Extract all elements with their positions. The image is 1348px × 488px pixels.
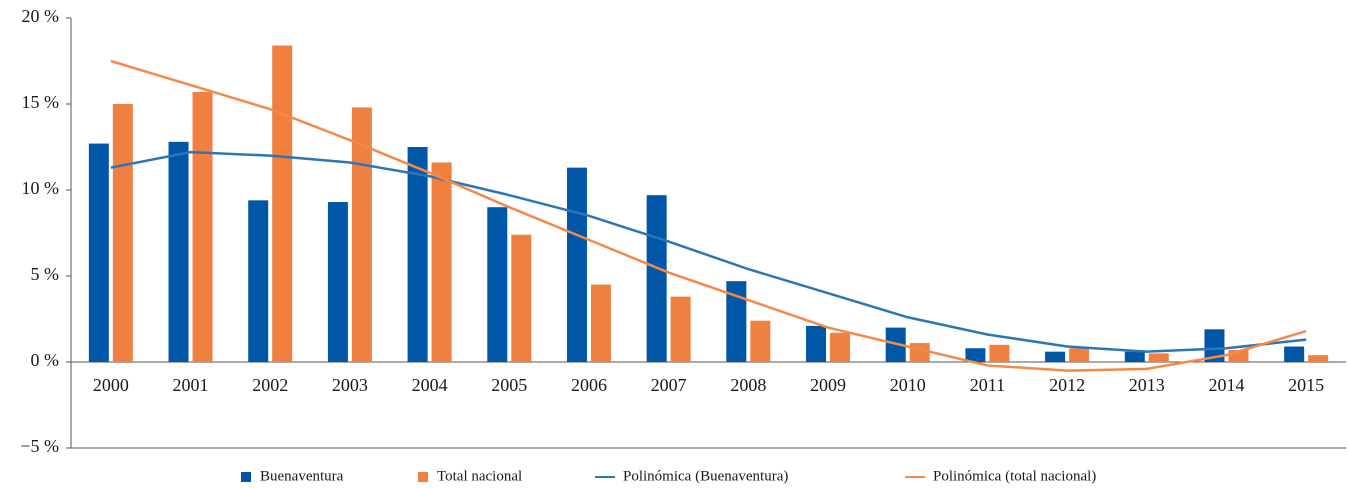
bar <box>726 281 747 362</box>
x-tick-label: 2000 <box>93 375 129 395</box>
x-tick-label: 2011 <box>970 375 1005 395</box>
bar <box>112 104 133 362</box>
bar <box>407 147 428 362</box>
x-tick-label: 2008 <box>730 375 766 395</box>
x-tick-label: 2012 <box>1049 375 1085 395</box>
trend-line <box>110 59 1307 372</box>
x-tick-label: 2001 <box>173 375 209 395</box>
bar <box>511 234 532 362</box>
bar <box>1148 353 1169 362</box>
bar <box>1045 351 1066 362</box>
y-tick-label: 10 % <box>22 178 60 198</box>
x-tick-label: 2015 <box>1288 375 1324 395</box>
bar <box>351 107 372 362</box>
bar <box>88 143 109 362</box>
bar <box>327 202 348 362</box>
x-tick-label: 2002 <box>252 375 288 395</box>
legend-label: Polinómica (total nacional) <box>933 468 1096 484</box>
bar <box>830 332 851 362</box>
x-tick-label: 2009 <box>810 375 846 395</box>
bar <box>1069 348 1090 362</box>
y-tick-label: 0 % <box>31 350 60 370</box>
x-tick-label: 2004 <box>412 375 448 395</box>
trend-line <box>110 150 1307 353</box>
x-tick-label: 2010 <box>890 375 926 395</box>
y-tick-label: 20 % <box>22 6 60 26</box>
bar <box>909 343 930 362</box>
bar <box>646 195 667 362</box>
legend-swatch <box>241 472 251 482</box>
bar <box>670 296 691 362</box>
bar <box>590 284 611 362</box>
x-tick-label: 2005 <box>491 375 527 395</box>
bar <box>1284 346 1305 362</box>
legend-label: Polinómica (Buenaventura) <box>623 468 788 484</box>
y-tick-label: −5 % <box>20 436 59 456</box>
legend-label: Buenaventura <box>260 468 344 484</box>
y-tick-label: 5 % <box>31 264 60 284</box>
bar <box>248 200 269 362</box>
bar <box>989 344 1010 362</box>
legend-label: Total nacional <box>437 468 522 484</box>
bar <box>750 320 771 362</box>
bar <box>487 207 508 362</box>
bar <box>1308 355 1329 362</box>
bar <box>192 91 213 363</box>
bar <box>431 162 452 362</box>
bar <box>806 325 827 362</box>
x-tick-label: 2014 <box>1208 375 1244 395</box>
bar <box>965 348 986 362</box>
bar <box>1204 329 1225 362</box>
x-tick-label: 2006 <box>571 375 607 395</box>
x-tick-label: 2013 <box>1129 375 1165 395</box>
x-tick-label: 2007 <box>651 375 687 395</box>
bar <box>272 45 293 363</box>
bar <box>1124 351 1145 362</box>
y-tick-label: 15 % <box>22 92 60 112</box>
x-tick-label: 2003 <box>332 375 368 395</box>
legend-swatch <box>418 472 428 482</box>
bar <box>168 141 189 362</box>
bar <box>566 167 587 362</box>
